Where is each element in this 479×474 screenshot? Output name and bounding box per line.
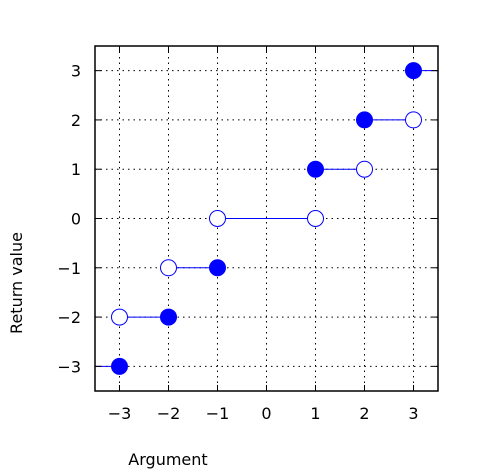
open-point [111, 308, 128, 326]
open-point [307, 210, 324, 227]
x-tick-label: −1 [206, 404, 230, 423]
x-tick-label: −2 [157, 404, 181, 423]
tick-layer: −3 −2 −1 0 1 2 3 3 2 1 0 −1 −2 −3 [57, 46, 438, 423]
grid-layer [95, 46, 438, 391]
x-tick-label: −3 [108, 404, 132, 423]
x-tick-label: 0 [261, 404, 271, 423]
filled-point [405, 62, 422, 80]
x-axis-label: Argument [128, 450, 207, 469]
y-tick-label: −3 [57, 357, 81, 376]
y-tick-label: −1 [57, 259, 81, 278]
x-tick-label: 2 [359, 404, 369, 423]
y-tick-label: 0 [71, 210, 81, 229]
open-point [405, 111, 422, 129]
filled-point [111, 357, 128, 375]
y-tick-label: 1 [71, 160, 81, 179]
filled-point [307, 160, 324, 178]
y-tick-label: 2 [71, 111, 81, 130]
point-layer [111, 62, 422, 375]
open-point [160, 259, 177, 277]
filled-point [356, 111, 373, 129]
open-point [209, 210, 226, 227]
x-tick-label: 3 [408, 404, 418, 423]
filled-point [209, 259, 226, 277]
y-tick-label: 3 [71, 62, 81, 81]
x-tick-label: 1 [310, 404, 320, 423]
y-axis-label: Return value [7, 232, 26, 334]
y-tick-label: −2 [57, 308, 81, 327]
filled-point [160, 308, 177, 326]
open-point [356, 160, 373, 178]
